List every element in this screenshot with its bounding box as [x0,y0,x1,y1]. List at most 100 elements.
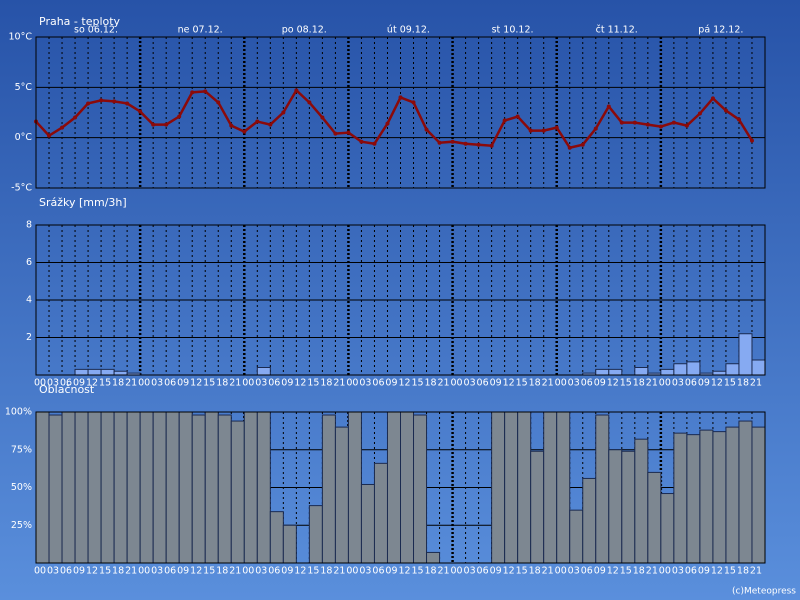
temperature-line [35,88,754,150]
x-tick-label: 18 [424,378,436,389]
x-tick-label: 12 [398,566,410,577]
y-tick-label: 75% [11,444,32,455]
x-tick-label: 18 [320,566,332,577]
x-tick-label: 15 [516,378,528,389]
x-tick-label: 18 [737,566,749,577]
day-label: st 10.12. [492,25,534,36]
x-tick-label: 09 [177,378,189,389]
bar [543,411,558,564]
x-tick-label: 12 [86,566,98,577]
x-tick-label: 21 [542,378,554,389]
x-tick-label: 15 [620,378,632,389]
x-tick-label: 12 [86,378,98,389]
temperature-point [60,125,65,130]
x-tick-label: 03 [464,378,476,389]
temperature-point [229,123,234,128]
x-tick-label: 12 [190,378,202,389]
temperature-point [398,95,403,100]
bar [87,368,102,376]
x-tick-label: 00 [138,378,150,389]
x-tick-label: 03 [359,378,371,389]
bar [504,411,519,564]
temperature-point [580,142,585,147]
temperature-point [164,122,169,127]
bar [113,411,128,564]
x-tick-label: 12 [294,378,306,389]
bar [87,411,102,564]
y-tick-label: 5°C [15,82,33,93]
x-tick-label: 00 [451,378,463,389]
bar [491,411,506,564]
x-tick-label: 06 [268,378,280,389]
x-tick-label: 00 [242,378,254,389]
x-tick-label: 12 [711,566,723,577]
x-tick-label: 03 [359,566,371,577]
x-tick-label: 09 [385,566,397,577]
bar [660,368,675,376]
bar [673,363,688,376]
bar [204,411,219,564]
bar [530,450,545,564]
x-tick-label: 15 [411,566,423,577]
temperature-point [684,123,689,128]
bar [595,368,610,376]
x-tick-label: 06 [372,566,384,577]
bar [751,426,766,564]
bar [647,471,662,564]
bar [517,411,532,564]
temperature-point [151,122,156,127]
bar [634,367,649,376]
bar [243,411,258,564]
chart-title: Srážky [mm/3h] [39,196,127,209]
x-tick-label: 12 [294,566,306,577]
x-tick-label: 18 [216,378,228,389]
x-tick-label: 21 [750,378,762,389]
temperature-point [463,141,468,146]
temperature-point [138,109,143,114]
x-tick-label: 06 [164,566,176,577]
x-tick-label: 00 [659,378,671,389]
x-tick-label: 18 [633,378,645,389]
x-tick-label: 09 [490,378,502,389]
temperature-point [619,120,624,125]
bar [74,411,89,564]
temperature-point [281,110,286,115]
x-tick-label: 09 [177,566,189,577]
temperature-point [645,122,650,127]
temperature-point [190,90,195,95]
bar [100,368,115,376]
x-tick-label: 06 [164,378,176,389]
bar [712,431,727,564]
x-tick-label: 18 [424,566,436,577]
x-tick-label: 09 [73,566,85,577]
x-tick-label: 15 [307,378,319,389]
x-tick-label: 15 [724,566,736,577]
x-tick-label: 09 [490,566,502,577]
x-tick-label: 00 [138,566,150,577]
bar [686,361,701,376]
y-tick-label: 0°C [15,132,33,143]
x-tick-label: 21 [333,378,345,389]
bar [386,411,402,564]
bar [634,438,649,564]
x-tick-label: 18 [737,378,749,389]
x-tick-label: 06 [477,378,489,389]
temperature-point [125,101,130,106]
bar [191,414,206,564]
x-tick-label: 00 [346,566,358,577]
bar [347,411,362,564]
x-tick-label: 06 [477,566,489,577]
chart-title: Oblačnost [39,383,95,396]
bar [35,411,50,564]
bar [608,449,623,564]
temperature-point [437,140,442,145]
plot-frame [35,36,766,189]
x-tick-label: 15 [99,378,111,389]
x-tick-label: 18 [529,378,541,389]
temperature-point [372,141,377,146]
bar [608,368,623,376]
bar [426,551,441,564]
x-tick-label: 21 [750,566,762,577]
x-tick-label: 21 [646,378,658,389]
